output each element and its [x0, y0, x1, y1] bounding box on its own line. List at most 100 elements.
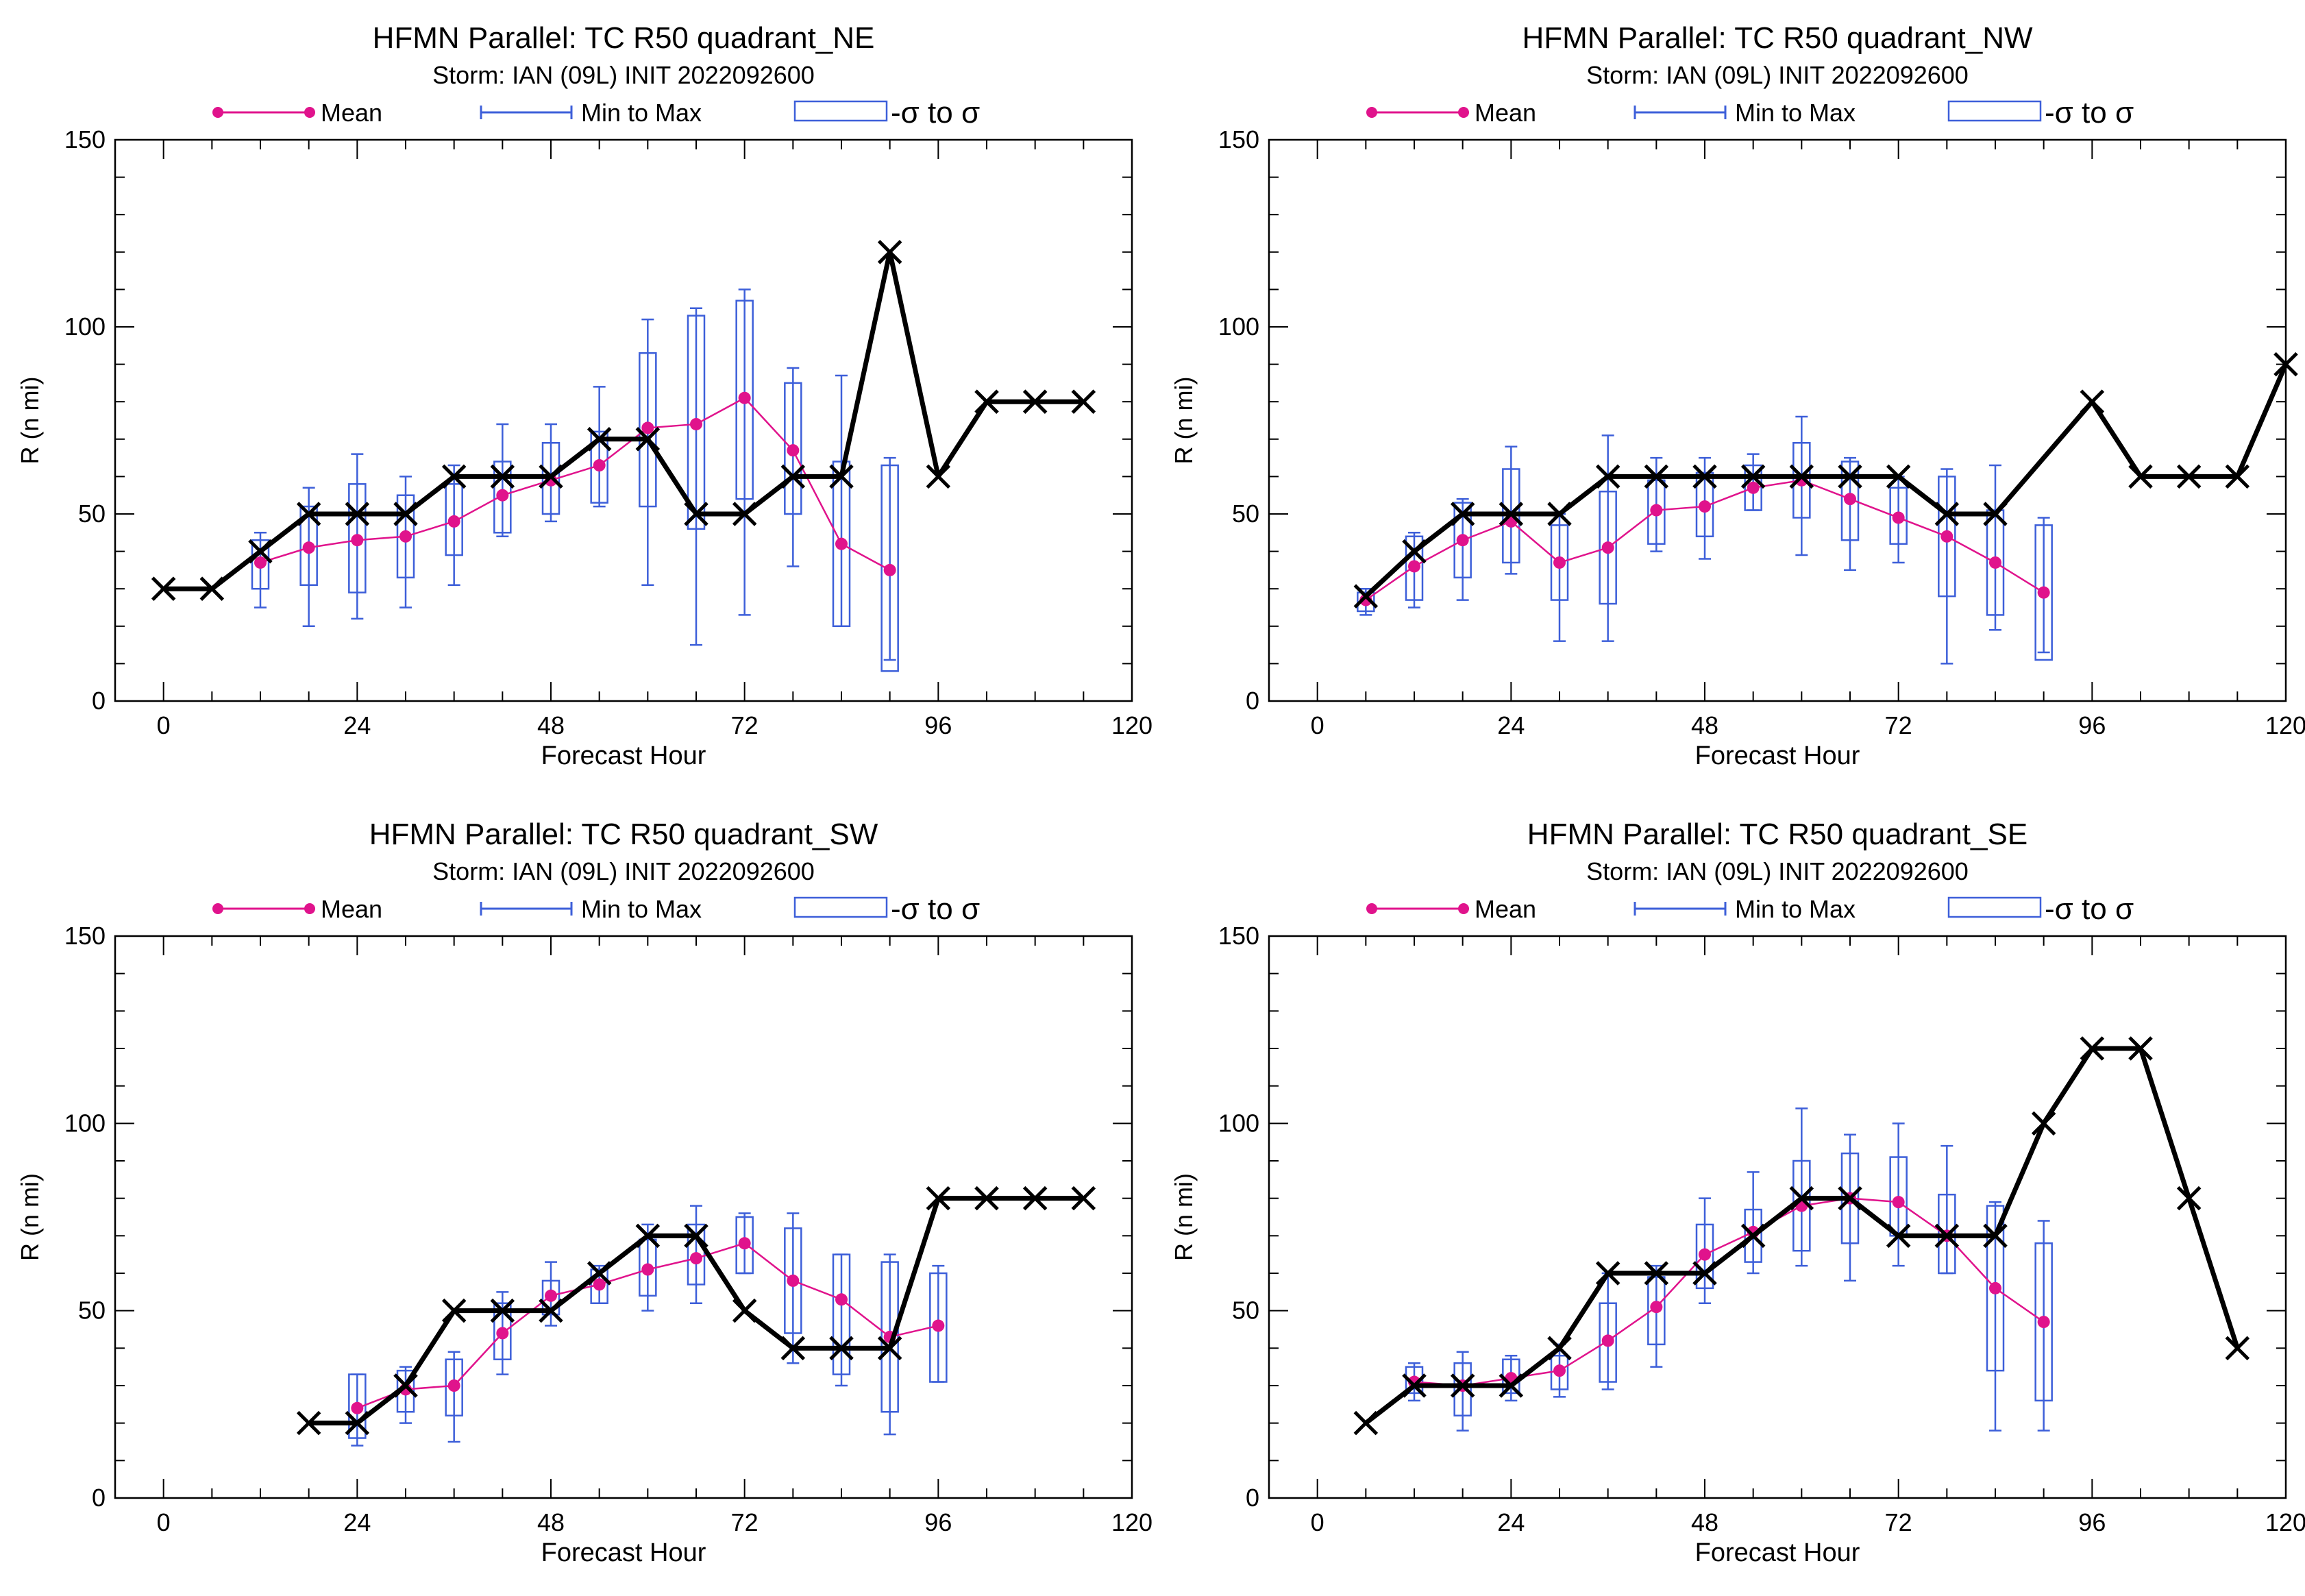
legend-minmax-label: Min to Max — [581, 895, 702, 923]
mean-point — [1601, 541, 1614, 554]
observed-point — [1934, 502, 1960, 526]
sigma-box — [348, 1373, 367, 1439]
sigma-box — [2034, 524, 2053, 661]
observed-point — [1071, 389, 1096, 414]
x-tick-label: 120 — [2265, 711, 2305, 739]
mean-point — [2037, 1316, 2050, 1329]
legend-mean-marker — [1366, 107, 1377, 118]
observed-point — [684, 502, 708, 526]
observed-point — [441, 1298, 467, 1323]
y-tick-label: 150 — [64, 125, 106, 154]
sigma-box — [1695, 1223, 1714, 1290]
sigma-box — [832, 1253, 851, 1375]
legend-mean-marker — [1458, 903, 1469, 914]
y-axis-label: R (n mi) — [1170, 377, 1198, 465]
chart-panel-1: HFMN Parallel: TC R50 quadrant_NE Storm: … — [16, 21, 1152, 770]
observed-line — [163, 249, 1084, 591]
observed-point — [1983, 502, 2008, 526]
plot-frame — [114, 935, 1133, 1499]
observed-point — [877, 240, 902, 265]
sigma-box — [1453, 1362, 1472, 1416]
observed-point — [684, 1223, 708, 1249]
observed-point — [2176, 1186, 2202, 1211]
legend-sigma-label: -σ to σ — [891, 96, 980, 130]
mean-point — [593, 459, 606, 472]
mean-point — [932, 1319, 945, 1332]
sigma-box — [687, 315, 706, 530]
sigma-box — [784, 1227, 802, 1334]
sigma-box — [251, 539, 270, 590]
sigma-box — [784, 382, 802, 515]
observed-point — [345, 1410, 370, 1436]
observed-point — [1740, 1223, 1766, 1249]
observed-point — [2225, 464, 2250, 489]
observed-point — [2273, 352, 2298, 377]
legend-sigma-label: -σ to σ — [2045, 96, 2134, 130]
observed-point — [1692, 464, 1717, 489]
plot-frame — [1268, 138, 2287, 702]
observed-point — [1547, 1336, 1572, 1361]
observed-point — [393, 502, 418, 526]
y-tick-label: 150 — [1218, 125, 1259, 154]
observed-point — [780, 1336, 806, 1361]
mean-point — [787, 1274, 800, 1287]
x-tick-label: 0 — [157, 711, 171, 739]
observed-point — [296, 502, 321, 526]
mean-point — [835, 1293, 848, 1306]
x-tick-label: 96 — [924, 711, 952, 739]
x-tick-label: 24 — [343, 711, 371, 739]
mean-point — [1650, 1301, 1663, 1314]
y-tick-label: 100 — [1218, 312, 1259, 341]
mean-point — [690, 417, 702, 430]
y-tick-label: 100 — [64, 312, 106, 341]
mean-point — [545, 1289, 557, 1302]
legend-sigma-label: -σ to σ — [2045, 892, 2134, 926]
sigma-box — [493, 461, 512, 534]
chart-panel-3: HFMN Parallel: TC R50 quadrant_SW Storm: … — [16, 818, 1152, 1567]
legend-mean-label: Mean — [1475, 895, 1536, 923]
observed-point — [780, 464, 806, 489]
y-tick-label: 100 — [64, 1109, 106, 1137]
observed-point — [926, 464, 951, 489]
mean-point — [1456, 534, 1469, 547]
x-tick-label: 72 — [731, 711, 759, 739]
observed-point — [248, 539, 273, 564]
x-axis-label: Forecast Hour — [1695, 741, 1860, 770]
mean-point — [1699, 500, 1711, 513]
y-tick-label: 0 — [92, 687, 106, 715]
y-tick-label: 50 — [78, 1297, 106, 1325]
observed-point — [1838, 1186, 1862, 1211]
observed-point — [2225, 1336, 2250, 1361]
sigma-box — [541, 1279, 560, 1316]
mean-point — [835, 537, 848, 550]
mean-point — [1989, 556, 2001, 569]
observed-point — [926, 1186, 951, 1211]
mean-point — [1553, 1364, 1566, 1377]
chart-panel-4: HFMN Parallel: TC R50 quadrant_SE Storm: … — [1170, 818, 2305, 1567]
sigma-box — [1599, 1302, 1617, 1383]
mean-point — [1892, 1196, 1905, 1209]
mean-point — [1747, 481, 1760, 494]
legend-mean-marker — [1366, 903, 1377, 914]
mean-point — [1892, 511, 1905, 524]
sigma-box — [445, 483, 463, 556]
observed-point — [877, 1336, 902, 1361]
sigma-box — [2034, 1242, 2053, 1402]
legend-sigma-box — [1947, 896, 2042, 918]
legend-minmax-label: Min to Max — [581, 99, 702, 127]
sigma-box — [735, 299, 754, 500]
observed-point — [2080, 1036, 2105, 1061]
y-tick-label: 50 — [78, 500, 106, 528]
legend-mean-label: Mean — [321, 99, 382, 127]
observed-point — [490, 1298, 515, 1323]
chart-title: HFMN Parallel: TC R50 quadrant_NE — [373, 21, 875, 55]
observed-point — [829, 1336, 854, 1361]
observed-point — [635, 1223, 661, 1249]
mean-point — [302, 541, 315, 554]
mean-point — [1601, 1334, 1614, 1347]
sigma-box — [1938, 476, 1956, 598]
observed-point — [539, 464, 563, 489]
legend-mean-marker — [212, 107, 223, 118]
y-tick-label: 150 — [1218, 922, 1259, 950]
y-tick-label: 100 — [1218, 1109, 1259, 1137]
